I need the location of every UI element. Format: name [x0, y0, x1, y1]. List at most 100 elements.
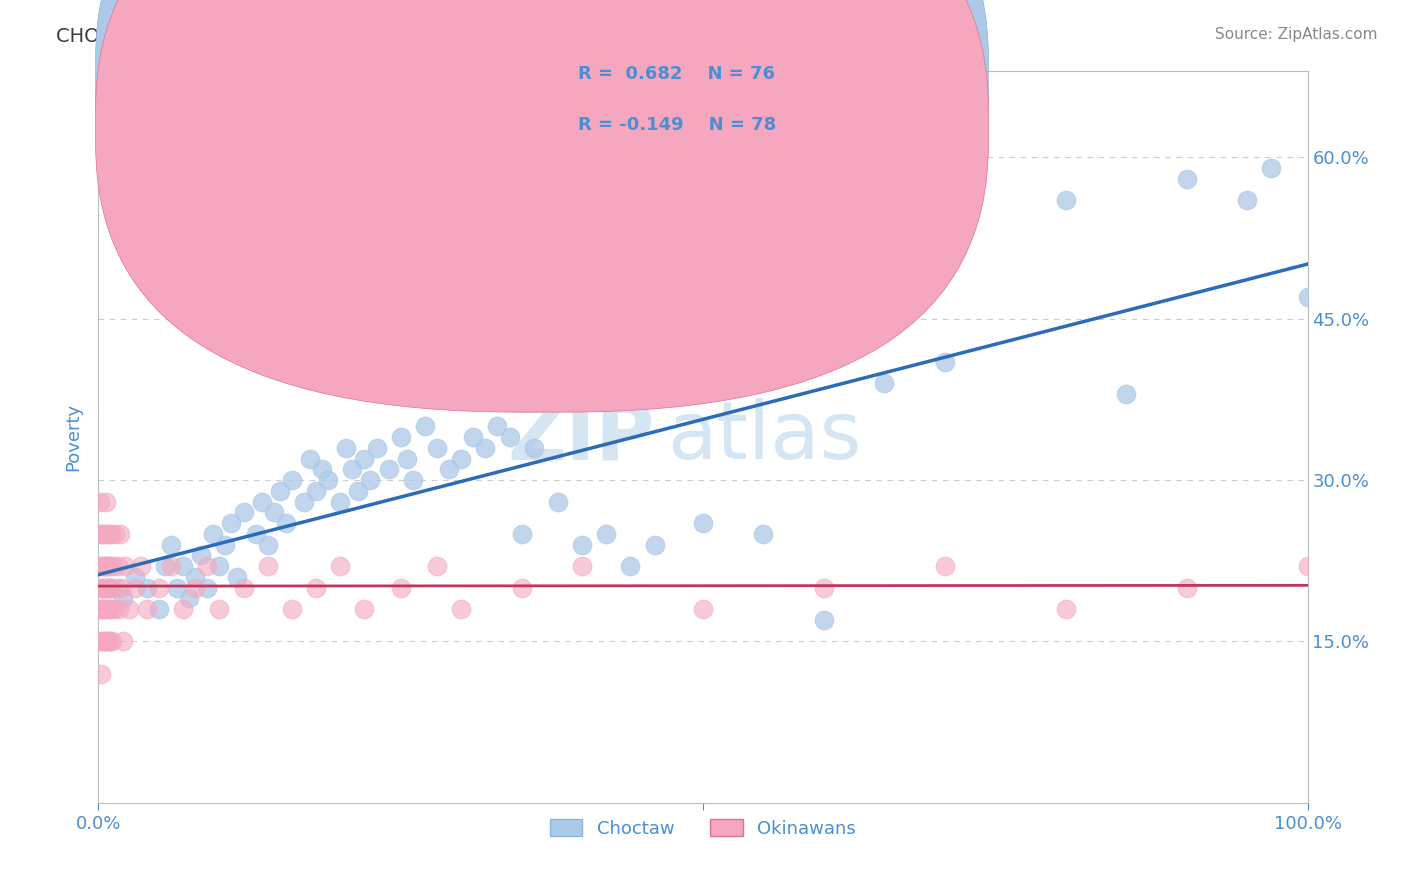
Point: [91, 634, 114, 648]
Point: [160, 538, 183, 552]
Point: [813, 581, 835, 595]
Text: CHOCTAW VS OKINAWAN POVERTY CORRELATION CHART: CHOCTAW VS OKINAWAN POVERTY CORRELATION …: [56, 27, 612, 45]
Point: [98, 634, 121, 648]
Point: [1260, 161, 1282, 176]
Point: [311, 462, 333, 476]
Point: [335, 441, 357, 455]
Point: [94, 494, 117, 508]
Point: [1115, 387, 1137, 401]
Point: [90, 559, 112, 574]
Point: [129, 559, 152, 574]
Point: [281, 602, 304, 616]
Point: [1175, 172, 1198, 186]
Point: [153, 559, 176, 574]
Point: [1236, 194, 1258, 208]
Point: [91, 527, 114, 541]
Point: [395, 451, 418, 466]
Point: [100, 581, 122, 595]
Point: [172, 602, 194, 616]
Point: [96, 581, 118, 595]
Point: [98, 559, 121, 574]
Point: [100, 527, 122, 541]
Point: [100, 581, 122, 595]
Text: ZIP: ZIP: [508, 398, 655, 476]
Point: [98, 602, 121, 616]
Point: [1175, 581, 1198, 595]
Point: [813, 613, 835, 627]
Point: [353, 602, 375, 616]
Point: [360, 473, 382, 487]
Point: [263, 505, 285, 519]
Point: [305, 483, 328, 498]
Point: [347, 483, 370, 498]
Point: [226, 570, 249, 584]
Point: [377, 462, 399, 476]
Point: [510, 581, 533, 595]
Point: [256, 559, 278, 574]
Point: [124, 570, 146, 584]
Point: [305, 581, 328, 595]
Point: [97, 602, 120, 616]
Point: [299, 451, 322, 466]
Point: [450, 602, 472, 616]
Point: [1296, 559, 1319, 574]
Point: [135, 581, 157, 595]
Point: [644, 538, 666, 552]
Point: [90, 602, 112, 616]
Point: [101, 559, 124, 574]
Point: [190, 549, 212, 563]
Point: [93, 602, 115, 616]
Point: [94, 634, 117, 648]
Point: [232, 505, 254, 519]
Point: [97, 634, 120, 648]
Point: [402, 473, 425, 487]
Point: [98, 581, 121, 595]
Point: [245, 527, 267, 541]
Point: [96, 634, 118, 648]
Point: [353, 451, 375, 466]
Point: [1054, 602, 1077, 616]
Point: [90, 527, 112, 541]
Point: [118, 602, 141, 616]
Point: [111, 634, 134, 648]
Point: [281, 473, 304, 487]
Point: [269, 483, 291, 498]
Point: [692, 516, 714, 530]
Point: [93, 634, 115, 648]
Point: [202, 527, 225, 541]
Point: [195, 581, 218, 595]
Point: [426, 441, 449, 455]
Point: [87, 559, 110, 574]
Point: [692, 602, 714, 616]
Point: [474, 441, 496, 455]
Point: [571, 559, 593, 574]
Point: [934, 559, 956, 574]
Point: [214, 538, 236, 552]
Point: [94, 559, 117, 574]
Point: [250, 494, 273, 508]
Point: [413, 419, 436, 434]
Point: [752, 527, 775, 541]
Point: [90, 666, 112, 681]
Point: [93, 527, 115, 541]
Point: [96, 527, 118, 541]
Point: [426, 559, 449, 574]
Point: [91, 559, 114, 574]
Point: [93, 559, 115, 574]
Point: [108, 602, 131, 616]
Point: [389, 430, 412, 444]
Point: [97, 581, 120, 595]
Point: [89, 602, 111, 616]
Point: [104, 527, 127, 541]
Point: [329, 494, 352, 508]
Text: Source: ZipAtlas.com: Source: ZipAtlas.com: [1215, 27, 1378, 42]
Point: [523, 441, 546, 455]
Point: [486, 419, 509, 434]
Point: [148, 602, 170, 616]
Point: [1296, 290, 1319, 304]
Point: [274, 516, 297, 530]
Point: [450, 451, 472, 466]
Point: [547, 494, 569, 508]
Text: R =  0.682    N = 76: R = 0.682 N = 76: [578, 65, 775, 83]
Point: [873, 376, 896, 391]
